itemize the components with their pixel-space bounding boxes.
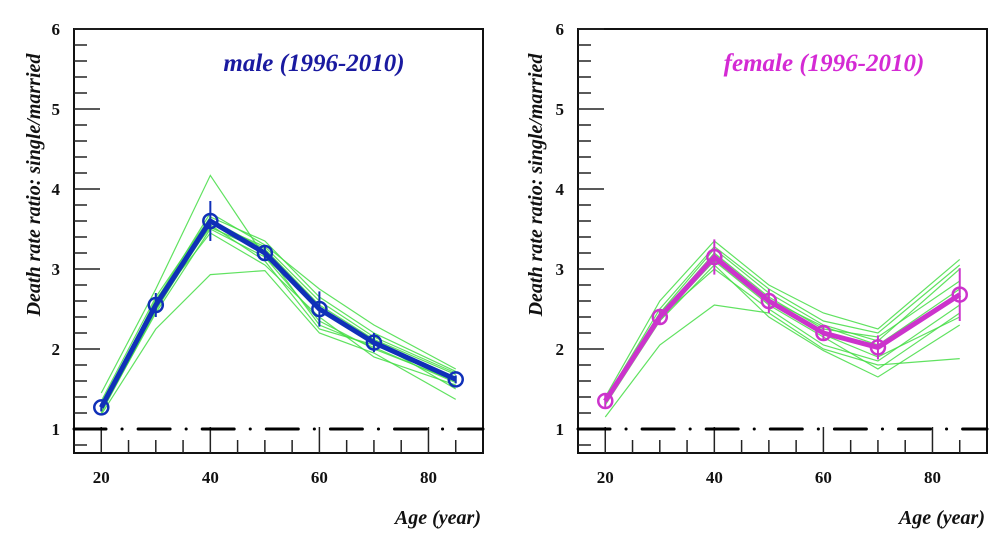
y-tick-label: 3 [52, 260, 61, 279]
y-tick-label: 5 [52, 100, 61, 119]
data-point-marker [869, 339, 887, 356]
data-point-marker [202, 212, 219, 230]
y-tick-label: 2 [52, 340, 61, 359]
x-axis-title: Age (year) [393, 507, 481, 529]
x-tick-label: 40 [706, 468, 723, 487]
data-point-marker [147, 296, 165, 314]
y-tick-label: 2 [556, 340, 565, 359]
y-tick-label: 5 [556, 100, 565, 119]
y-tick-label: 4 [52, 180, 61, 199]
data-point-marker [447, 371, 464, 388]
x-tick-label: 60 [815, 468, 832, 487]
yearly-series-line [604, 240, 961, 398]
panel-title: female (1996-2010) [724, 50, 925, 77]
data-point-marker [951, 286, 968, 303]
yearly-series-line [100, 221, 456, 414]
x-tick-label: 20 [93, 468, 110, 487]
data-point-marker [760, 292, 778, 310]
data-point-marker [311, 300, 328, 318]
data-point-marker [706, 248, 723, 266]
y-tick-label: 6 [52, 20, 61, 39]
x-tick-label: 80 [924, 468, 941, 487]
plot-frame [577, 28, 988, 454]
data-point-marker [256, 244, 274, 262]
yearly-series-line [100, 224, 456, 410]
male-panel: Death rate ratio: single/married Age (ye… [23, 20, 485, 529]
female-panel: Death rate ratio: single/married Age (ye… [525, 20, 989, 529]
data-point-marker [815, 324, 832, 342]
data-point-marker [651, 308, 669, 326]
data-point-marker [597, 392, 614, 410]
yearly-series-line [100, 232, 456, 404]
data-point-marker [365, 334, 383, 351]
x-tick-label: 40 [202, 468, 219, 487]
y-tick-label: 3 [556, 260, 565, 279]
main-series-line [603, 254, 962, 403]
y-tick-label: 6 [556, 20, 565, 39]
x-tick-label: 60 [311, 468, 328, 487]
x-tick-label: 20 [597, 468, 614, 487]
data-point-marker [93, 399, 110, 416]
y-tick-label: 1 [556, 420, 565, 439]
panel-title: male (1996-2010) [223, 50, 404, 77]
y-tick-label: 1 [52, 420, 61, 439]
y-axis-title: Death rate ratio: single/married [23, 53, 45, 318]
x-axis-title: Age (year) [897, 507, 985, 529]
yearly-series-line [604, 264, 961, 406]
yearly-series-line [100, 269, 457, 415]
y-tick-label: 4 [556, 180, 565, 199]
x-tick-label: 80 [420, 468, 437, 487]
yearly-series-line [604, 268, 961, 404]
y-axis-title: Death rate ratio: single/married [525, 53, 547, 318]
plot-frame [73, 28, 484, 454]
